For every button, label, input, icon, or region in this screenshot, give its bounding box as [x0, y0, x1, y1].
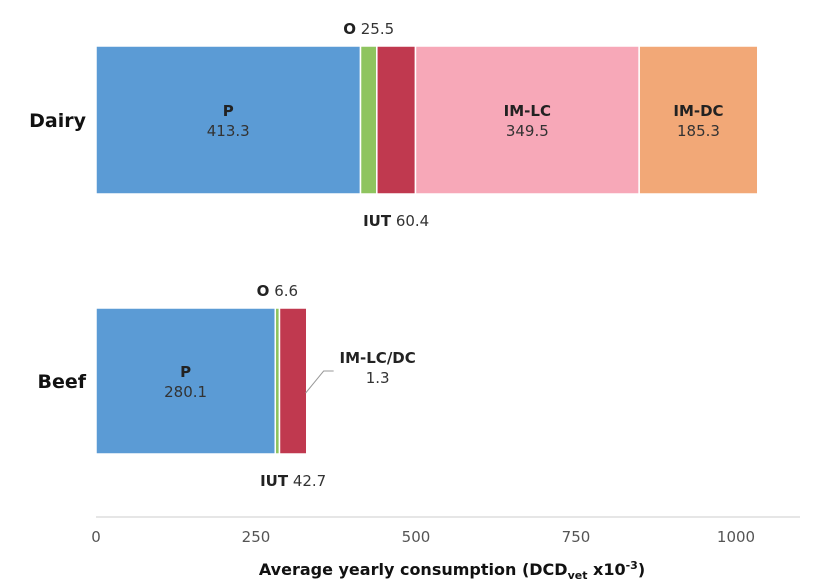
- category-label-beef: Beef: [37, 371, 86, 393]
- segment-value-dairy-im-dc: 185.3: [677, 122, 720, 140]
- callout-value-im-lc-dc: 1.3: [366, 369, 390, 387]
- x-axis-title: Average yearly consumption (DCDvet x10-3…: [259, 559, 645, 582]
- x-tick-750: 750: [562, 528, 591, 546]
- segment-name-dairy-im-lc: IM-LC: [504, 102, 551, 120]
- annotation-value: 25.5: [356, 20, 394, 38]
- annotation-beef-o: O 6.6: [257, 282, 298, 300]
- segment-name-dairy-im-dc: IM-DC: [673, 102, 723, 120]
- annotation-value: 42.7: [288, 472, 326, 490]
- annotation-name: O: [257, 282, 270, 300]
- x-tick-0: 0: [91, 528, 101, 546]
- bar-beef-iut: [278, 307, 308, 455]
- category-label-dairy: Dairy: [29, 110, 86, 132]
- bar-beef-im-lc-dc: [306, 307, 309, 455]
- bars-group: [95, 45, 759, 455]
- callout-name-im-lc-dc: IM-LC/DC: [340, 349, 416, 367]
- x-tick-250: 250: [242, 528, 271, 546]
- segment-value-dairy-p: 413.3: [207, 122, 250, 140]
- annotation-value: 6.6: [269, 282, 298, 300]
- x-tick-500: 500: [402, 528, 431, 546]
- callout-leader-line: [305, 370, 334, 394]
- segment-value-beef-p: 280.1: [164, 383, 207, 401]
- annotation-beef-iut: IUT 42.7: [260, 472, 326, 490]
- bar-beef-p: [95, 307, 277, 455]
- annotation-dairy-iut: IUT 60.4: [363, 212, 429, 230]
- annotation-name: O: [343, 20, 356, 38]
- labels-group: Dairy Beef P 413.3 IM-LC 349.5 IM-DC 185.3 P 280.…: [29, 20, 723, 490]
- segment-name-dairy-p: P: [223, 102, 234, 120]
- annotation-name: IUT: [363, 212, 392, 230]
- bar-dairy-o: [359, 45, 378, 195]
- bar-dairy-iut: [376, 45, 417, 195]
- segment-value-dairy-im-lc: 349.5: [506, 122, 549, 140]
- x-tick-1000: 1000: [717, 528, 755, 546]
- annotation-dairy-o: O 25.5: [343, 20, 394, 38]
- x-axis-ticks: 0 250 500 750 1000: [91, 528, 755, 546]
- annotation-name: IUT: [260, 472, 289, 490]
- bar-dairy-im-dc: [638, 45, 759, 195]
- bar-dairy-p: [95, 45, 362, 195]
- annotation-value: 60.4: [391, 212, 429, 230]
- segment-name-beef-p: P: [180, 363, 191, 381]
- bar-dairy-im-lc: [414, 45, 640, 195]
